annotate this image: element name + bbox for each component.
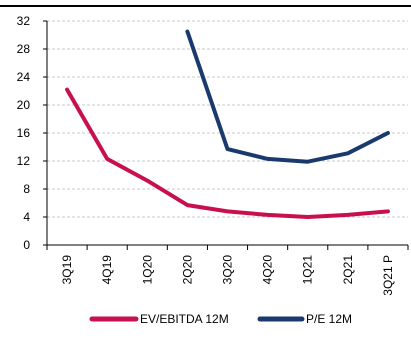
y-tick-label: 28 [17,42,31,56]
legend: EV/EBITDA 12M P/E 12M [89,312,352,326]
y-tick-label: 24 [17,70,31,84]
y-tick-label: 20 [17,98,31,112]
x-tick-label: 4Q20 [261,255,275,285]
y-tick-label: 0 [23,238,30,252]
y-tick-labels: 0 4 8 12 16 20 24 28 32 [17,14,31,252]
y-tick-label: 16 [17,126,31,140]
y-tick-label: 32 [17,14,31,28]
x-tick-label: 3Q21 P [381,255,395,296]
axes [43,20,409,250]
series-line-0 [65,87,390,219]
series-line-1 [185,29,390,164]
y-tick-label: 4 [23,210,30,224]
x-tick-label: 1Q20 [140,255,154,285]
x-tick-label: 1Q21 [301,255,315,285]
x-tick-label: 2Q20 [180,255,194,285]
x-tick-label: 2Q21 [341,255,355,285]
x-tick-label: 3Q19 [60,255,74,285]
legend-label: EV/EBITDA 12M [140,312,229,326]
legend-label: P/E 12M [306,312,352,326]
gridlines [47,20,408,218]
series-lines [65,29,390,219]
x-tick-label: 4Q19 [100,255,114,285]
y-tick-label: 8 [23,182,30,196]
y-tick-label: 12 [17,154,31,168]
x-tick-label: 3Q20 [221,255,235,285]
x-tick-labels: 3Q19 4Q19 1Q20 2Q20 3Q20 4Q20 1Q21 2Q21 3Q21 P [60,255,395,296]
